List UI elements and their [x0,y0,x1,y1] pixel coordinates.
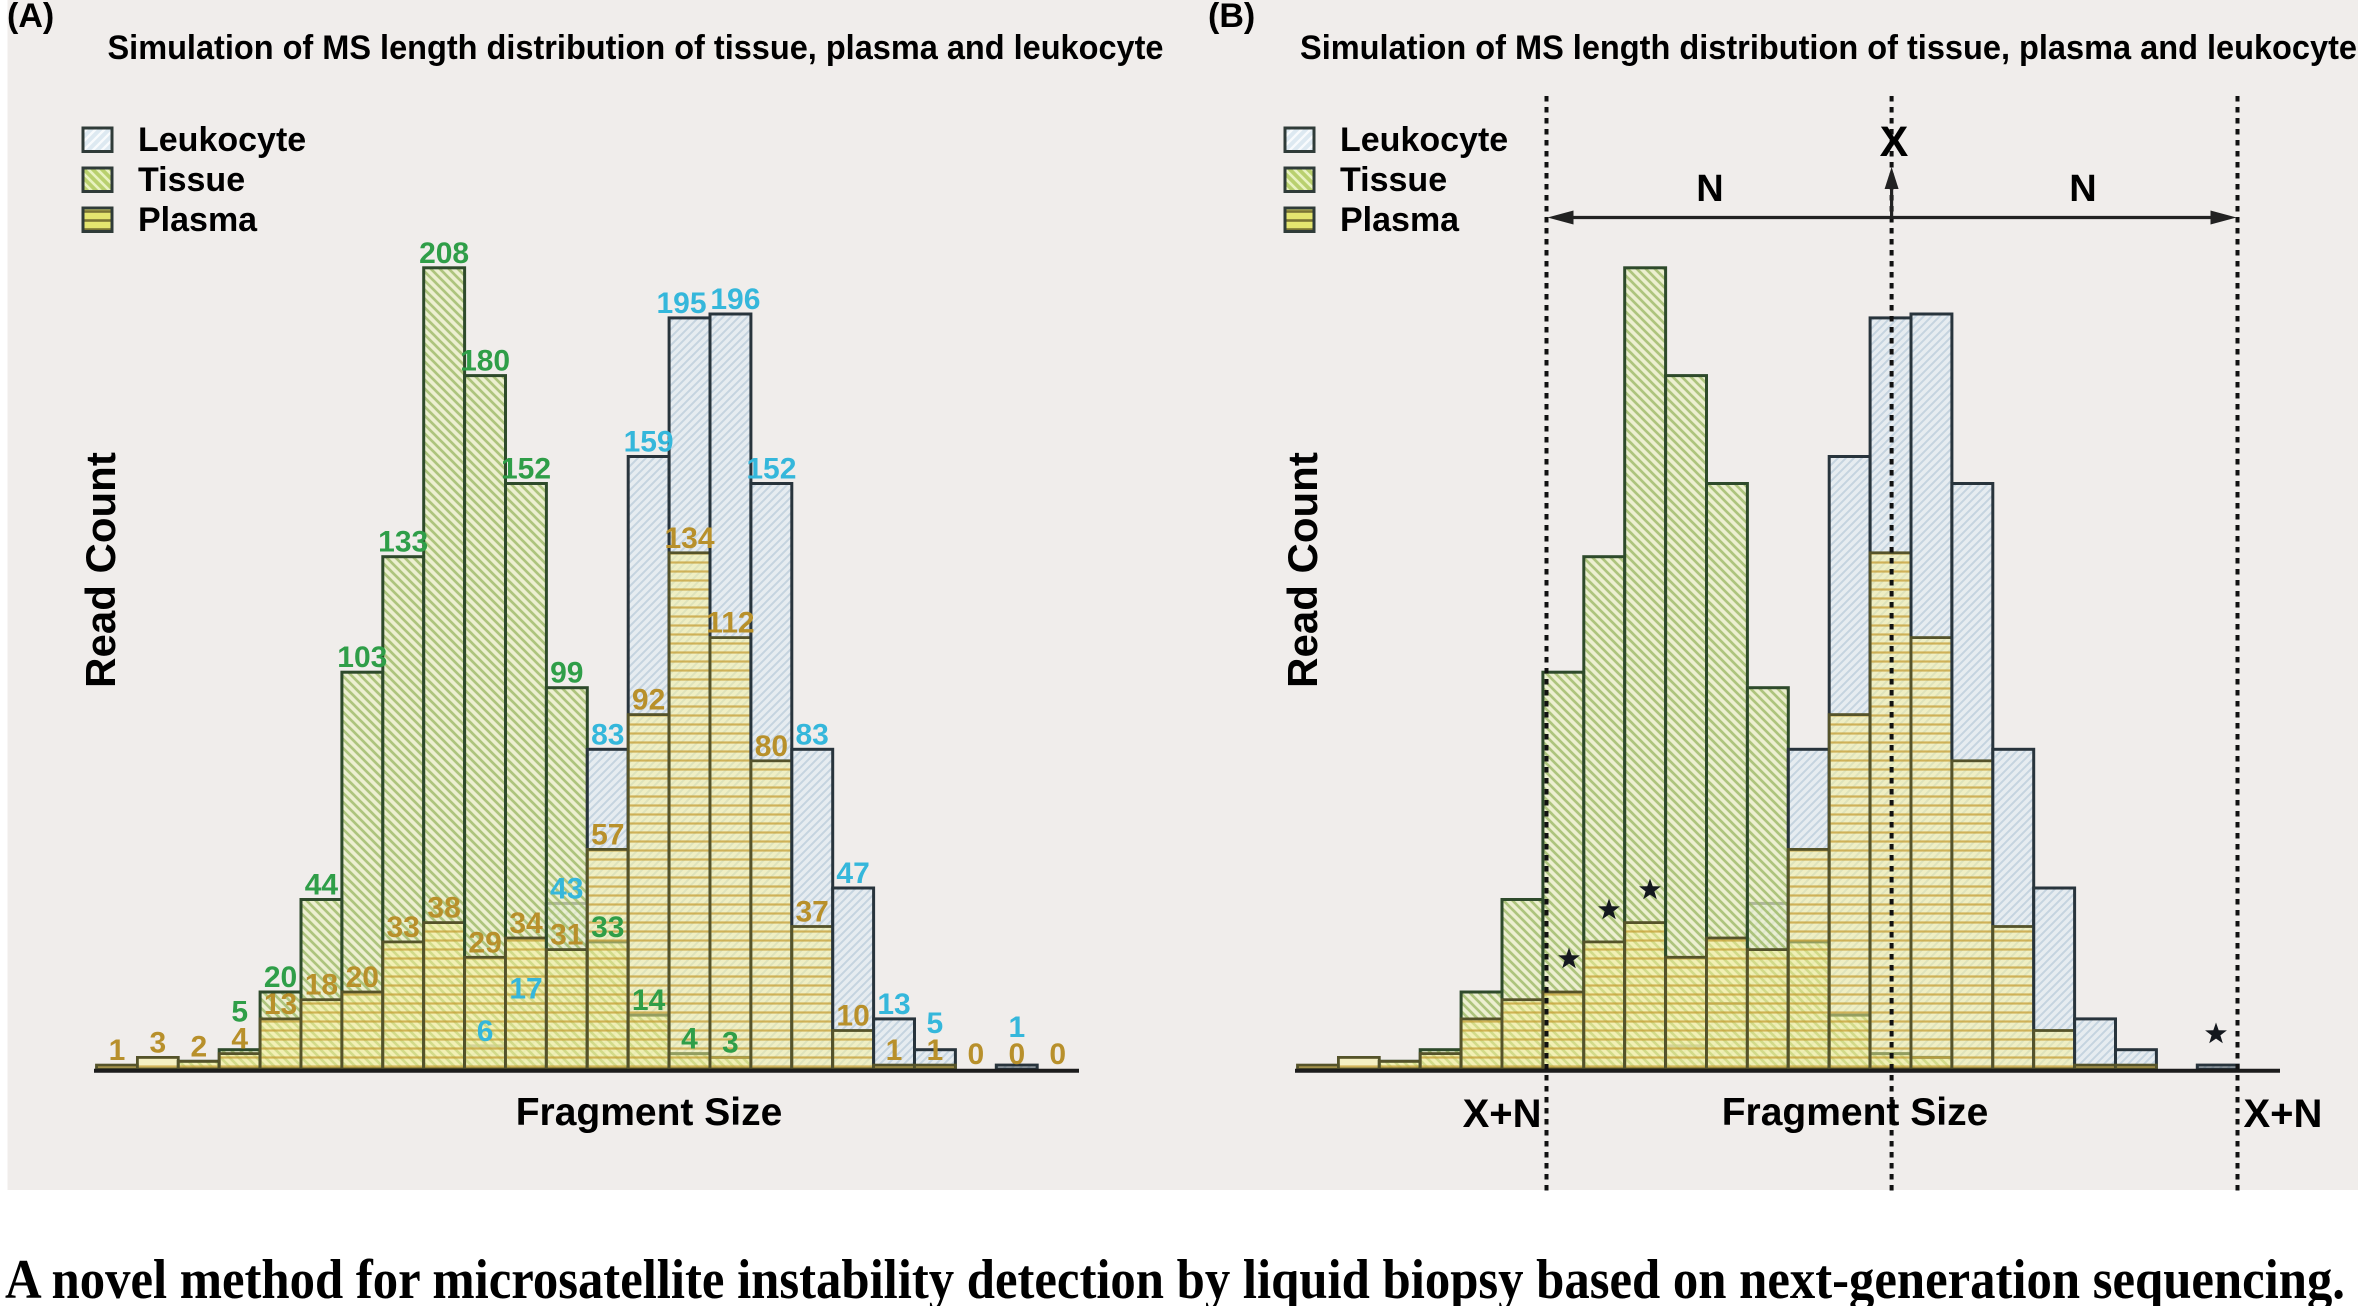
svg-text:47: 47 [836,857,869,890]
svg-text:5: 5 [927,1007,944,1040]
svg-text:17: 17 [509,973,542,1006]
svg-text:3: 3 [722,1026,739,1059]
svg-text:Plasma: Plasma [138,201,258,239]
svg-text:(B): (B) [1208,0,1255,35]
svg-text:33: 33 [387,911,420,944]
svg-text:37: 37 [796,896,829,929]
svg-text:Read Count: Read Count [1279,452,1326,688]
svg-text:Leukocyte: Leukocyte [1340,121,1508,159]
svg-text:20: 20 [264,961,297,994]
svg-text:Read Count: Read Count [77,452,124,688]
svg-text:3: 3 [149,1026,166,1059]
svg-text:99: 99 [550,657,583,690]
svg-text:159: 159 [624,426,674,459]
svg-text:X+N: X+N [1463,1092,1542,1136]
svg-text:X: X [1880,118,1909,166]
svg-text:N: N [2069,168,2096,210]
svg-text:83: 83 [796,718,829,751]
svg-text:103: 103 [337,641,387,674]
svg-text:57: 57 [591,818,624,851]
svg-text:(A): (A) [7,0,54,35]
svg-text:33: 33 [591,911,624,944]
svg-text:Simulation of MS length distri: Simulation of MS length distribution of … [108,29,1164,67]
svg-text:6: 6 [477,1015,494,1048]
svg-text:80: 80 [755,730,788,763]
svg-text:5: 5 [231,996,248,1029]
svg-text:14: 14 [632,984,666,1017]
svg-text:0: 0 [1049,1038,1066,1071]
svg-text:Leukocyte: Leukocyte [138,121,306,159]
svg-text:1: 1 [109,1034,126,1067]
svg-text:44: 44 [305,869,339,902]
svg-text:X+N: X+N [2244,1092,2323,1136]
svg-text:83: 83 [591,718,624,751]
svg-text:Fragment Size: Fragment Size [516,1091,783,1134]
svg-text:133: 133 [378,526,428,559]
svg-text:1: 1 [886,1034,903,1067]
svg-text:Fragment Size: Fragment Size [1722,1091,1989,1134]
svg-text:134: 134 [664,522,714,555]
svg-text:4: 4 [681,1023,698,1056]
svg-text:31: 31 [550,919,583,952]
svg-text:Plasma: Plasma [1340,201,1460,239]
svg-text:1: 1 [1008,1011,1025,1044]
svg-text:112: 112 [706,607,754,640]
svg-text:38: 38 [427,892,460,925]
svg-text:Tissue: Tissue [1340,161,1447,199]
svg-text:208: 208 [419,237,469,270]
svg-text:152: 152 [746,453,796,486]
svg-text:92: 92 [632,684,665,717]
svg-text:A novel method for microsatell: A novel method for microsatellite instab… [5,1249,2345,1306]
svg-text:13: 13 [877,988,910,1021]
svg-text:Simulation of MS length distri: Simulation of MS length distribution of … [1300,29,2357,67]
svg-text:34: 34 [509,907,543,940]
svg-text:2: 2 [190,1030,207,1063]
svg-text:29: 29 [468,926,501,959]
svg-text:0: 0 [968,1038,985,1071]
svg-text:10: 10 [836,1000,869,1033]
svg-text:20: 20 [346,961,379,994]
svg-text:180: 180 [460,345,510,378]
svg-text:43: 43 [550,872,583,905]
svg-text:195: 195 [656,287,706,320]
svg-text:N: N [1696,168,1723,210]
svg-text:196: 196 [710,283,760,316]
svg-text:152: 152 [501,453,551,486]
svg-text:Tissue: Tissue [138,161,245,199]
svg-text:18: 18 [305,969,338,1002]
